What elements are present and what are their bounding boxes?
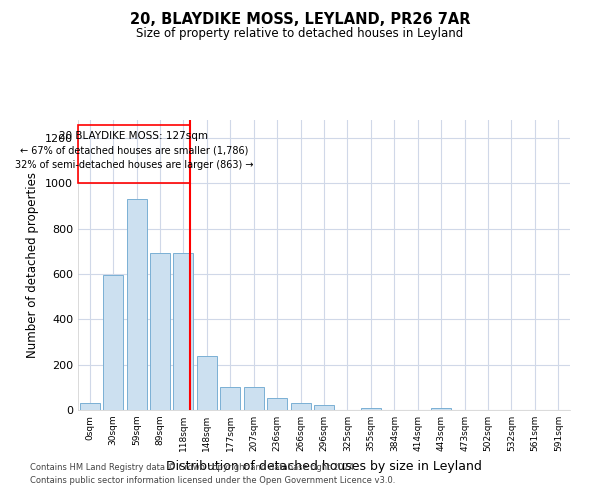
- Text: Contains public sector information licensed under the Open Government Licence v3: Contains public sector information licen…: [30, 476, 395, 485]
- Text: Size of property relative to detached houses in Leyland: Size of property relative to detached ho…: [136, 28, 464, 40]
- Text: ← 67% of detached houses are smaller (1,786): ← 67% of detached houses are smaller (1,…: [20, 146, 248, 156]
- Bar: [431, 408, 451, 410]
- Bar: [290, 403, 311, 410]
- Text: 20, BLAYDIKE MOSS, LEYLAND, PR26 7AR: 20, BLAYDIKE MOSS, LEYLAND, PR26 7AR: [130, 12, 470, 28]
- Bar: [80, 403, 100, 410]
- Bar: [314, 406, 334, 410]
- Text: 32% of semi-detached houses are larger (863) →: 32% of semi-detached houses are larger (…: [14, 160, 253, 170]
- Bar: [127, 200, 146, 410]
- Bar: [78, 124, 190, 184]
- Bar: [361, 408, 381, 410]
- Bar: [173, 252, 193, 410]
- Bar: [244, 388, 263, 410]
- Text: Contains HM Land Registry data © Crown copyright and database right 2024.: Contains HM Land Registry data © Crown c…: [30, 464, 356, 472]
- Bar: [197, 356, 217, 410]
- Bar: [150, 252, 170, 410]
- Bar: [103, 275, 123, 410]
- Bar: [220, 388, 240, 410]
- Y-axis label: Number of detached properties: Number of detached properties: [26, 172, 40, 358]
- Text: 20 BLAYDIKE MOSS: 127sqm: 20 BLAYDIKE MOSS: 127sqm: [59, 131, 208, 141]
- X-axis label: Distribution of detached houses by size in Leyland: Distribution of detached houses by size …: [166, 460, 482, 472]
- Bar: [267, 398, 287, 410]
